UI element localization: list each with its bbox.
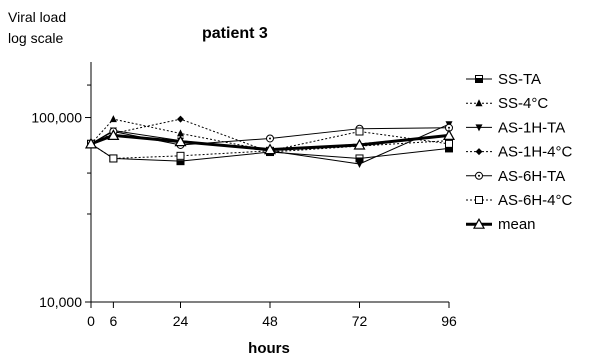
series-layer bbox=[84, 115, 456, 168]
legend-label: AS-1H-TA bbox=[498, 119, 565, 136]
legend-label: SS-TA bbox=[498, 71, 541, 88]
chart-title: patient 3 bbox=[202, 25, 268, 42]
data-point-fill bbox=[445, 147, 453, 152]
data-point bbox=[176, 151, 185, 160]
legend-label: AS-1H-4°C bbox=[498, 144, 573, 161]
data-point bbox=[445, 139, 453, 148]
legend-marker-center bbox=[478, 174, 480, 177]
data-point bbox=[109, 154, 118, 163]
legend-item: AS-6H-4°C bbox=[466, 192, 573, 209]
data-point bbox=[263, 143, 277, 155]
legend-label: AS-6H-TA bbox=[498, 168, 565, 185]
data-point-center bbox=[269, 137, 271, 140]
x-tick-label: 48 bbox=[262, 313, 278, 329]
data-point bbox=[109, 115, 117, 123]
legend-label: mean bbox=[498, 216, 536, 233]
y-axis-label-line-1: Viral load bbox=[8, 9, 66, 25]
x-tick-label: 24 bbox=[173, 313, 189, 329]
legend-item: mean bbox=[466, 216, 536, 233]
legend-marker bbox=[475, 148, 483, 156]
legend-marker bbox=[475, 196, 483, 204]
legend-marker bbox=[475, 124, 483, 132]
data-point bbox=[107, 129, 120, 141]
data-point bbox=[442, 129, 456, 141]
x-tick-label: 6 bbox=[109, 313, 117, 329]
data-point bbox=[177, 129, 184, 137]
legend-label: AS-6H-4°C bbox=[498, 192, 573, 209]
legend: SS-TA SS-4°C AS-1H-TA AS-1H-4°C AS-6H-TA AS-6… bbox=[466, 71, 573, 233]
axes: 0 6 24 48 72 96 10,000 100,000 bbox=[31, 62, 457, 329]
data-point-center bbox=[448, 126, 450, 129]
legend-item: SS-4°C bbox=[466, 95, 548, 112]
legend-marker bbox=[472, 217, 486, 229]
y-tick-label: 100,000 bbox=[31, 110, 82, 126]
x-axis-label: hours bbox=[248, 340, 290, 357]
series-line bbox=[90, 127, 450, 146]
data-point bbox=[353, 138, 366, 150]
x-tick-label: 0 bbox=[87, 313, 95, 329]
x-tick-label: 72 bbox=[352, 313, 368, 329]
legend-item: SS-TA bbox=[466, 71, 541, 88]
x-tick-label: 96 bbox=[441, 313, 457, 329]
data-point-fill bbox=[356, 157, 363, 162]
legend-item: AS-1H-4°C bbox=[466, 144, 573, 161]
legend-item: AS-6H-TA bbox=[466, 168, 565, 185]
legend-marker-fill bbox=[475, 78, 483, 83]
y-tick-label: 10,000 bbox=[39, 294, 82, 310]
data-point bbox=[177, 115, 184, 123]
data-point-fill bbox=[177, 160, 184, 165]
data-point bbox=[355, 127, 364, 136]
series-mean bbox=[84, 129, 456, 155]
legend-marker bbox=[475, 99, 483, 107]
legend-label: SS-4°C bbox=[498, 95, 548, 112]
y-axis-label-line-2: log scale bbox=[8, 30, 63, 46]
series-line bbox=[90, 118, 450, 153]
data-point bbox=[174, 135, 187, 147]
legend-item: AS-1H-TA bbox=[466, 119, 565, 136]
data-point bbox=[356, 160, 363, 168]
data-point bbox=[84, 137, 98, 149]
